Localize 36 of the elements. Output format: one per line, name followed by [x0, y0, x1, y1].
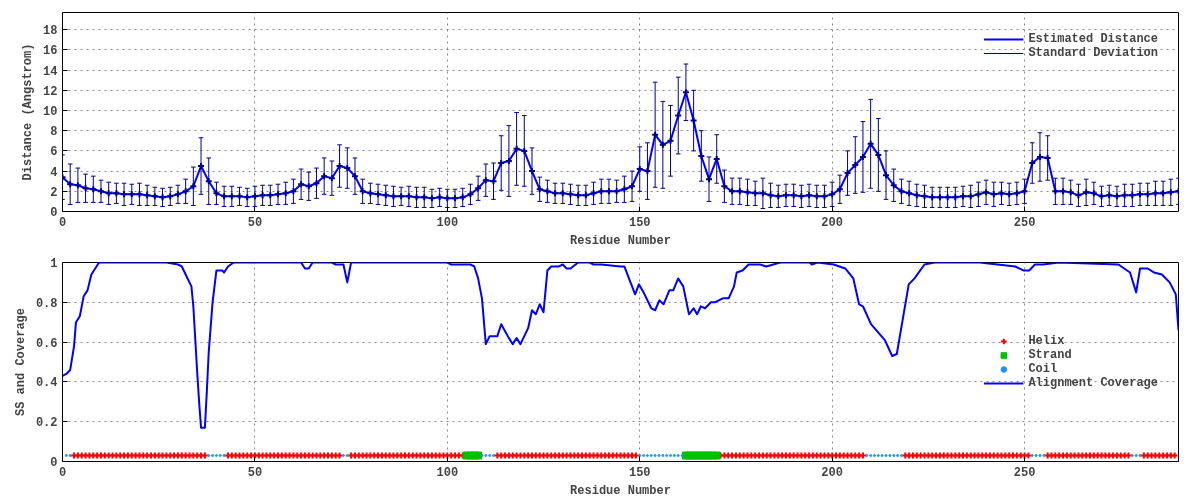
x-tick-label: 150 — [628, 215, 651, 230]
y-tick-label: 2 — [50, 185, 58, 200]
legend-label: Alignment Coverage — [1028, 375, 1158, 390]
y-tick-label: 16 — [43, 44, 58, 59]
y-tick-label: 10 — [43, 104, 58, 119]
y-tick-label: 0.4 — [35, 376, 58, 391]
legend-label: Strand — [1028, 347, 1072, 362]
y-tick-label: 0.8 — [35, 296, 58, 311]
y-tick-label: 0.2 — [35, 416, 58, 431]
y-tick-label: 8 — [50, 125, 58, 140]
y-tick-label: 0 — [50, 206, 58, 220]
x-tick-label: 50 — [247, 215, 263, 230]
legend-label: Standard Deviation — [1028, 46, 1158, 60]
x-tick-label: 250 — [1013, 465, 1036, 480]
y-tick-label: 12 — [43, 84, 58, 99]
x-axis-title: Residue Number — [570, 483, 671, 498]
x-tick-label: 50 — [247, 465, 263, 480]
x-tick-label: 250 — [1013, 215, 1036, 230]
x-tick-label: 150 — [628, 465, 651, 480]
x-tick-label: 200 — [821, 215, 843, 230]
y-tick-label: 6 — [50, 145, 58, 160]
legend-label: Estimated Distance — [1028, 32, 1158, 46]
legend-label: Coil — [1028, 361, 1058, 376]
y-axis-title: SS and Coverage — [13, 307, 28, 417]
x-tick-label: 100 — [436, 465, 459, 480]
x-axis-title: Residue Number — [570, 233, 671, 248]
x-tick-label: 100 — [436, 215, 459, 230]
x-tick-label: 200 — [821, 465, 843, 480]
y-tick-label: 0 — [50, 456, 58, 470]
y-tick-label: 14 — [43, 64, 58, 79]
y-tick-label: 4 — [50, 165, 58, 180]
legend-label: Helix — [1028, 333, 1065, 348]
y-tick-label: 18 — [43, 24, 58, 39]
y-axis-title: Distance (Angstrom) — [21, 43, 36, 181]
y-tick-label: 1 — [50, 257, 58, 271]
y-tick-label: 0.6 — [35, 336, 58, 351]
